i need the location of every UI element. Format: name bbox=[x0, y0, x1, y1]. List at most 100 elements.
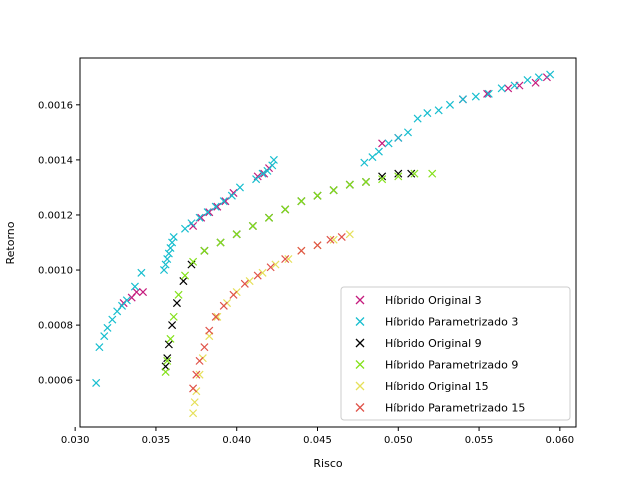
x-tick-label: 0.060 bbox=[546, 435, 575, 446]
x-tick-label: 0.050 bbox=[384, 435, 413, 446]
data-point bbox=[510, 81, 519, 90]
data-point bbox=[180, 271, 190, 280]
data-point bbox=[164, 249, 173, 258]
data-point bbox=[546, 70, 555, 79]
data-point bbox=[192, 370, 201, 379]
data-point bbox=[174, 290, 183, 299]
y-axis-label: Retorno bbox=[4, 221, 17, 264]
data-point bbox=[163, 354, 172, 363]
series-4 bbox=[189, 230, 354, 418]
data-point bbox=[213, 202, 222, 211]
legend-marker bbox=[355, 403, 365, 412]
data-point bbox=[229, 290, 238, 299]
legend-marker bbox=[355, 381, 365, 391]
x-tick-label: 0.040 bbox=[222, 435, 251, 446]
y-tick-label: 0.0012 bbox=[38, 210, 73, 221]
data-point bbox=[195, 370, 204, 379]
data-point bbox=[168, 321, 177, 330]
data-point bbox=[483, 89, 492, 98]
data-point bbox=[345, 180, 354, 189]
data-point bbox=[195, 356, 204, 365]
data-point bbox=[168, 238, 177, 247]
data-point bbox=[161, 367, 170, 376]
legend-marker bbox=[355, 338, 365, 348]
data-point bbox=[92, 378, 101, 387]
data-point bbox=[216, 238, 225, 247]
data-point bbox=[200, 246, 209, 255]
legend-marker bbox=[355, 317, 365, 326]
legend-marker bbox=[355, 360, 365, 369]
legend-label: Híbrido Parametrizado 15 bbox=[385, 402, 525, 415]
data-point bbox=[384, 139, 393, 148]
data-point bbox=[130, 282, 139, 291]
scatter-points bbox=[92, 70, 555, 418]
x-tick-label: 0.035 bbox=[142, 435, 171, 446]
data-point bbox=[172, 299, 181, 308]
data-point bbox=[269, 155, 278, 164]
data-point bbox=[410, 169, 419, 178]
data-point bbox=[179, 277, 188, 286]
y-tick-label: 0.0014 bbox=[38, 155, 73, 166]
legend-label: Híbrido Original 9 bbox=[385, 337, 482, 350]
data-point bbox=[203, 208, 212, 217]
data-point bbox=[368, 153, 377, 162]
y-tick-label: 0.0006 bbox=[38, 376, 73, 387]
series-3 bbox=[161, 169, 437, 376]
data-point bbox=[378, 175, 387, 184]
y-tick-label: 0.0008 bbox=[38, 321, 73, 332]
data-point bbox=[394, 169, 403, 178]
data-point bbox=[361, 177, 370, 186]
data-point bbox=[394, 133, 403, 142]
series-0 bbox=[119, 73, 551, 308]
legend-label: Híbrido Parametrizado 3 bbox=[385, 316, 518, 329]
data-point bbox=[313, 191, 322, 200]
y-tick-label: 0.0016 bbox=[38, 100, 73, 111]
data-point bbox=[329, 235, 338, 244]
data-point bbox=[297, 246, 306, 255]
data-point bbox=[297, 197, 306, 206]
data-point bbox=[374, 147, 383, 156]
data-point bbox=[211, 312, 220, 321]
data-point bbox=[197, 213, 206, 222]
data-point bbox=[169, 232, 178, 242]
legend-marker bbox=[355, 295, 365, 305]
data-point bbox=[235, 183, 244, 192]
x-axis: 0.030 0.035 0.040 0.045 0.050 0.055 0.060 bbox=[61, 427, 574, 446]
data-point bbox=[221, 197, 230, 206]
legend-label: Híbrido Parametrizado 9 bbox=[385, 359, 518, 372]
x-tick-label: 0.055 bbox=[465, 435, 494, 446]
series-5 bbox=[189, 232, 346, 393]
data-point bbox=[219, 301, 228, 310]
data-point bbox=[329, 186, 338, 195]
data-point bbox=[458, 95, 467, 104]
data-point bbox=[248, 221, 257, 231]
data-point bbox=[378, 172, 387, 181]
data-point bbox=[159, 266, 169, 275]
data-point bbox=[189, 384, 198, 393]
data-point bbox=[163, 254, 172, 264]
data-point bbox=[245, 277, 254, 286]
data-point bbox=[284, 254, 293, 264]
data-point bbox=[413, 114, 422, 123]
data-point bbox=[268, 161, 277, 170]
data-point bbox=[180, 224, 190, 233]
data-point bbox=[407, 169, 416, 178]
legend: Híbrido Original 3 Híbrido Parametrizado … bbox=[340, 286, 571, 421]
data-point bbox=[211, 202, 220, 211]
data-point bbox=[434, 106, 443, 115]
data-point bbox=[281, 254, 290, 264]
data-point bbox=[266, 263, 275, 272]
data-point bbox=[337, 232, 346, 242]
data-point bbox=[360, 158, 369, 167]
x-tick-label: 0.045 bbox=[303, 435, 332, 446]
data-point bbox=[189, 257, 198, 266]
data-point bbox=[258, 268, 267, 277]
data-point bbox=[108, 315, 117, 324]
data-point bbox=[252, 175, 261, 184]
data-point bbox=[166, 243, 175, 253]
data-point bbox=[195, 213, 204, 222]
data-point bbox=[166, 334, 175, 343]
data-point bbox=[345, 230, 354, 239]
data-point bbox=[138, 288, 148, 297]
